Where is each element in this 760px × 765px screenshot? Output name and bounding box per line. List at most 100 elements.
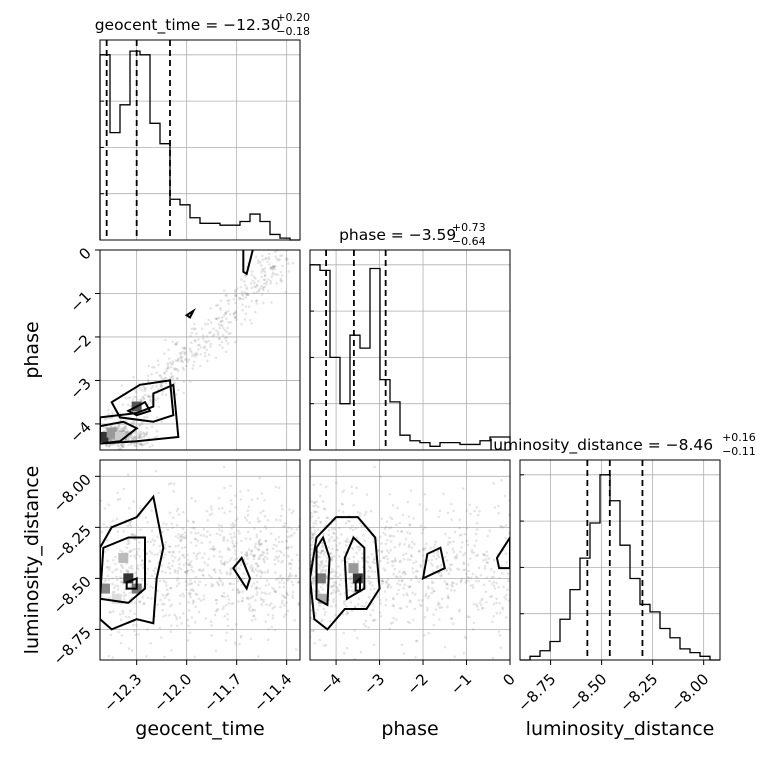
- sample-point: [250, 498, 254, 502]
- sample-point: [229, 569, 232, 573]
- sample-point: [215, 598, 218, 602]
- sample-point: [261, 267, 264, 271]
- sample-point: [417, 599, 421, 602]
- sample-point: [159, 383, 163, 386]
- sample-point: [229, 567, 233, 570]
- sample-point: [401, 572, 405, 575]
- sample-point: [209, 547, 212, 551]
- sample-point: [272, 587, 276, 591]
- sample-point: [114, 555, 117, 559]
- sample-point: [130, 549, 133, 552]
- sample-point: [266, 518, 270, 522]
- sample-point: [369, 566, 372, 570]
- sample-point: [330, 555, 334, 559]
- sample-point: [177, 513, 181, 516]
- sample-point: [427, 587, 430, 590]
- panel-title-main: geocent_time = −12.30: [95, 16, 281, 35]
- sample-point: [108, 444, 111, 447]
- sample-point: [273, 628, 277, 632]
- sample-point: [142, 443, 145, 447]
- sample-point: [280, 551, 283, 554]
- sample-point: [133, 554, 136, 558]
- sample-point: [280, 578, 284, 582]
- sample-point: [188, 347, 192, 351]
- sample-point: [132, 548, 136, 551]
- sample-point: [348, 519, 351, 523]
- sample-point: [421, 598, 424, 602]
- sample-point: [181, 438, 184, 441]
- sample-point: [407, 545, 411, 549]
- density-cell: [115, 431, 125, 442]
- sample-point: [180, 538, 183, 541]
- sample-point: [288, 574, 291, 578]
- sample-point: [393, 545, 397, 549]
- sample-point: [205, 509, 209, 513]
- sample-point: [504, 536, 507, 540]
- sample-point: [130, 433, 133, 437]
- sample-point: [269, 266, 273, 269]
- sample-point: [246, 293, 250, 296]
- sample-point: [230, 527, 233, 530]
- sample-point: [420, 531, 424, 535]
- sample-point: [138, 436, 142, 439]
- sample-point: [313, 501, 316, 505]
- sample-point: [259, 554, 263, 557]
- sample-point: [466, 575, 470, 579]
- sample-point: [175, 617, 179, 621]
- sample-point: [501, 606, 504, 609]
- sample-point: [336, 548, 339, 552]
- sample-point: [499, 646, 503, 649]
- sample-point: [438, 606, 442, 610]
- sample-point: [133, 395, 136, 399]
- sample-point: [166, 593, 169, 596]
- sample-point: [117, 426, 121, 429]
- sample-point: [405, 605, 409, 608]
- sample-point: [311, 536, 314, 539]
- sample-point: [254, 547, 258, 550]
- sample-point: [122, 443, 126, 447]
- sample-point: [329, 577, 333, 580]
- sample-point: [197, 583, 200, 586]
- sample-point: [311, 543, 314, 547]
- sample-point: [121, 445, 125, 448]
- sample-point: [173, 613, 177, 617]
- sample-point: [169, 545, 172, 549]
- sample-point: [247, 488, 250, 492]
- sample-point: [189, 579, 192, 582]
- sample-point: [245, 286, 248, 289]
- sample-point: [265, 257, 268, 260]
- sample-point: [291, 261, 295, 265]
- sample-point: [258, 539, 261, 543]
- sample-point: [169, 586, 173, 590]
- sample-point: [222, 313, 226, 317]
- sample-point: [100, 499, 103, 502]
- sample-point: [187, 583, 191, 586]
- sample-point: [458, 610, 461, 613]
- sample-point: [246, 513, 250, 517]
- sample-point: [171, 526, 174, 530]
- x-tick-label-luminosity_distance: −8.25: [616, 670, 661, 715]
- sample-point: [255, 574, 259, 577]
- sample-point: [189, 541, 193, 544]
- sample-point: [261, 254, 264, 258]
- sample-point: [184, 350, 187, 354]
- sample-point: [319, 570, 323, 574]
- sample-point: [492, 570, 496, 574]
- sample-point: [345, 540, 348, 544]
- sample-point: [190, 582, 194, 585]
- sample-point: [504, 616, 508, 619]
- sample-point: [336, 575, 340, 579]
- sample-point: [103, 418, 107, 421]
- sample-point: [105, 525, 108, 529]
- sample-point: [140, 436, 144, 439]
- sample-point: [285, 592, 289, 596]
- sample-point: [176, 576, 179, 580]
- sample-point: [153, 539, 157, 543]
- sample-point: [189, 560, 193, 563]
- sample-point: [176, 578, 179, 582]
- sample-point: [184, 570, 187, 574]
- sample-point: [249, 605, 252, 608]
- sample-point: [419, 563, 422, 567]
- sample-point: [260, 603, 263, 607]
- sample-point: [125, 430, 129, 434]
